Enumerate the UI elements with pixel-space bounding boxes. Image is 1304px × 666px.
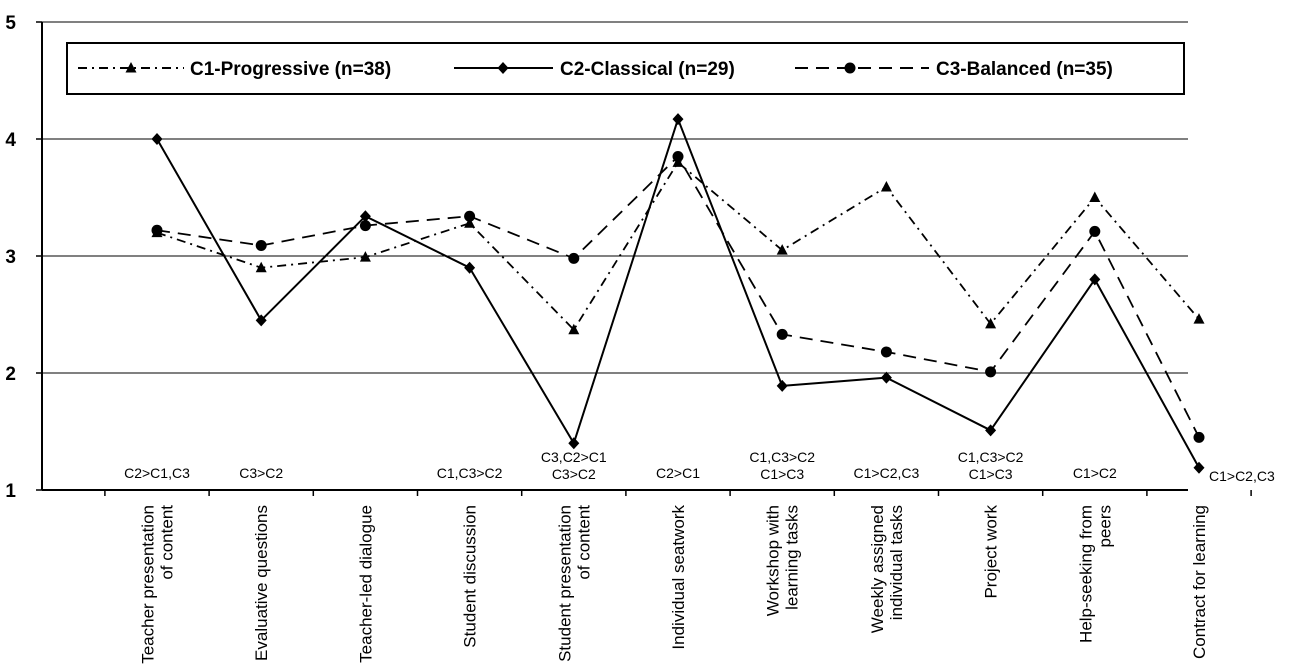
data-point [776, 328, 788, 340]
legend-marker [844, 62, 856, 74]
data-point [985, 317, 997, 329]
data-point [1193, 431, 1205, 443]
annotation-label: C1,C3>C2 [437, 465, 503, 481]
data-point [776, 244, 788, 255]
data-point [568, 437, 580, 450]
category-labels: Teacher presentation of content Evaluative… [139, 505, 1210, 664]
data-point [359, 251, 371, 262]
category-label: Student discussion [461, 505, 480, 648]
series-line [156, 155, 1200, 438]
data-point [464, 210, 476, 222]
legend-item: C3-Balanced (n=35) [795, 59, 1113, 80]
data-point [1193, 313, 1205, 324]
data-point [880, 371, 892, 384]
annotation-label: C1,C3>C2 [958, 449, 1024, 465]
annotation-label: C3>C2 [239, 465, 283, 481]
y-tick-label: 4 [5, 130, 16, 151]
category-label: Workshop with [764, 505, 783, 616]
annotation-label: C3,C2>C1 [541, 449, 607, 465]
y-tick-label: 1 [5, 481, 16, 502]
legend-box [66, 42, 1185, 95]
data-point [568, 252, 580, 264]
data-point [359, 210, 371, 223]
y-tick-label: 5 [5, 13, 16, 34]
data-point [255, 314, 267, 327]
legend-label: C1-Progressive (n=38) [190, 59, 391, 80]
data-point [880, 180, 892, 192]
series-line [156, 118, 1200, 469]
data-point [1089, 225, 1101, 237]
data-point [672, 113, 684, 126]
legend-label: C2-Classical (n=29) [560, 59, 735, 80]
data-point [255, 261, 267, 273]
data-point [880, 346, 892, 358]
data-point [776, 379, 788, 392]
legend-item: C2-Classical (n=29) [454, 59, 735, 80]
legend-marker [125, 62, 137, 73]
annotation-label: C1>C2,C3 [1209, 468, 1275, 484]
annotation-label: C1>C2,C3 [854, 465, 920, 481]
category-label: learning tasks [783, 505, 802, 610]
series-line [156, 161, 1200, 331]
category-label: Individual seatwork [669, 505, 688, 650]
data-point [568, 323, 580, 335]
category-label: Teacher-led dialogue [356, 505, 375, 663]
data-point [1089, 191, 1101, 202]
category-label: Help-seeking from [1076, 505, 1095, 643]
annotation-label: C1>C2 [1073, 465, 1117, 481]
legend-item: C1-Progressive (n=38) [78, 59, 391, 80]
data-point [464, 217, 476, 228]
series-2 [151, 113, 1205, 474]
gridlines [42, 21, 1188, 374]
category-label: Contract for learning [1190, 505, 1209, 659]
category-label: Weekly assigned [868, 505, 887, 633]
category-label: Student presentation [555, 505, 574, 662]
category-label: of content [574, 505, 593, 580]
y-tick-label: 2 [5, 364, 16, 385]
series-3 [151, 151, 1205, 443]
annotation-label: C3>C2 [552, 466, 596, 482]
axes: 1 2 3 4 5 [5, 13, 1252, 502]
data-point [359, 220, 371, 232]
annotation-label: C1,C3>C2 [749, 449, 815, 465]
data-point [672, 151, 684, 163]
annotation-label: C2>C1 [656, 465, 700, 481]
category-label: individual tasks [887, 505, 906, 620]
legend: C1-Progressive (n=38) C2-Classical (n=29)… [66, 42, 1185, 95]
annotation-label: C1>C3 [969, 466, 1013, 482]
category-label: Project work [982, 505, 1001, 599]
data-point [985, 424, 997, 437]
data-point [151, 224, 163, 236]
data-point [985, 366, 997, 378]
data-point [255, 239, 267, 251]
data-point [1193, 461, 1205, 474]
category-label: Evaluative questions [252, 505, 271, 661]
category-label: Teacher presentation [139, 505, 158, 664]
legend-marker [497, 62, 509, 74]
category-label: peers [1095, 505, 1114, 548]
data-point [464, 261, 476, 274]
legend-label: C3-Balanced (n=35) [936, 59, 1113, 80]
data-point [1089, 273, 1101, 286]
category-label: of content [158, 505, 177, 580]
y-tick-label: 3 [5, 247, 16, 268]
annotation-label: C2>C1,C3 [124, 465, 190, 481]
series-lines [151, 113, 1205, 474]
annotation-label: C1>C3 [760, 466, 804, 482]
data-point [151, 133, 163, 145]
series-1 [151, 156, 1205, 335]
